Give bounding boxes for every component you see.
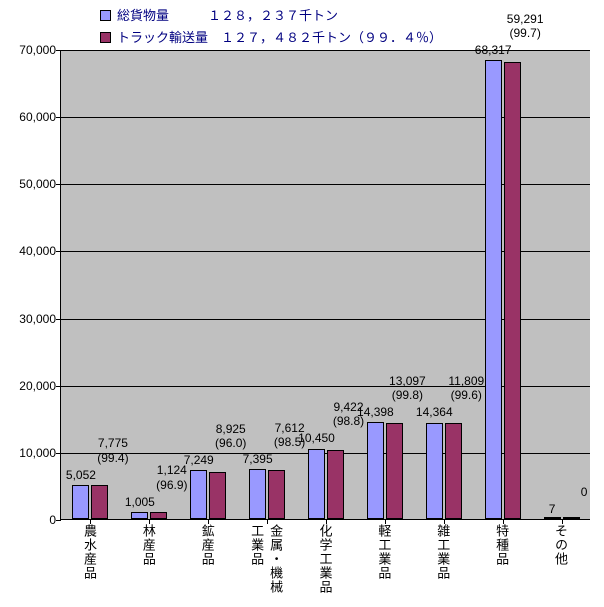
x-axis-label: その他: [551, 524, 570, 566]
y-tickmark: [56, 117, 61, 118]
x-axis-label: 農水産品: [80, 524, 99, 580]
bar-total: [426, 423, 443, 519]
bar-truck: [268, 470, 285, 519]
legend: 総貨物量 １２８，２３７千トン トラック輸送量 １２７，４８２千トン（９９．４％…: [100, 6, 442, 49]
bar-truck: [504, 62, 521, 519]
y-tick-label: 0: [6, 513, 56, 527]
y-tick-label: 10,000: [6, 446, 56, 460]
bar-total: [190, 470, 207, 519]
bar-total: [72, 485, 89, 519]
x-axis-label: 特種品: [492, 524, 511, 566]
value-label-total: 7: [549, 502, 556, 516]
value-label-truck: 7,775(99.4): [97, 436, 128, 465]
value-label-total: 7,395: [243, 452, 273, 466]
y-tickmark: [56, 386, 61, 387]
y-tick-label: 50,000: [6, 177, 56, 191]
chart-container: 総貨物量 １２８，２３７千トン トラック輸送量 １２７，４８２千トン（９９．４％…: [0, 0, 604, 607]
bar-total: [544, 517, 561, 519]
y-tickmark: [56, 50, 61, 51]
value-label-total: 68,317: [475, 43, 512, 57]
bar-total: [367, 422, 384, 519]
x-axis-labels: 農水産品 林産品 鉱産品 金属・機械工業品 化学工業品 軽工業品 雑工業品 特種品 その他: [60, 524, 590, 604]
legend-swatch-truck: [100, 32, 111, 43]
legend-label-total: 総貨物量 １２８，２３７千トン: [117, 6, 338, 26]
value-label-truck: 8,925(96.0): [215, 422, 246, 451]
y-tick-label: 70,000: [6, 43, 56, 57]
value-label-truck: 13,097(99.8): [389, 374, 426, 403]
y-tick-label: 30,000: [6, 312, 56, 326]
legend-item-total: 総貨物量 １２８，２３７千トン: [100, 6, 442, 26]
y-tickmark: [56, 319, 61, 320]
legend-item-truck: トラック輸送量 １２７，４８２千トン（９９．４％）: [100, 28, 442, 48]
y-tickmark: [56, 520, 61, 521]
value-label-total: 5,052: [66, 468, 96, 482]
y-tick-label: 60,000: [6, 110, 56, 124]
y-tickmark: [56, 184, 61, 185]
y-tickmark: [56, 453, 61, 454]
value-label-total: 14,398: [357, 405, 394, 419]
bar-total: [131, 512, 148, 519]
bar-truck: [327, 450, 344, 519]
x-axis-label: 雑工業品: [433, 524, 452, 580]
y-tickmark: [56, 251, 61, 252]
bar-truck: [150, 512, 167, 519]
y-tick-label: 40,000: [6, 244, 56, 258]
bar-truck: [563, 517, 580, 519]
value-label-total: 1,005: [125, 495, 155, 509]
bar-truck: [445, 423, 462, 519]
legend-label-truck: トラック輸送量 １２７，４８２千トン（９９．４％）: [117, 28, 442, 48]
bar-total: [485, 60, 502, 519]
bar-truck: [386, 423, 403, 519]
value-label-truck: 1,124(96.9): [156, 463, 187, 492]
value-label-total: 10,450: [298, 431, 335, 445]
value-label-truck: 59,291(99.7): [507, 12, 544, 41]
x-axis-label: 化学工業品: [316, 524, 335, 594]
legend-swatch-total: [100, 10, 111, 21]
y-tick-label: 20,000: [6, 379, 56, 393]
bar-total: [308, 449, 325, 519]
x-axis-label: 鉱産品: [198, 524, 217, 566]
x-axis-label: 林産品: [139, 524, 158, 566]
value-label-total: 14,364: [416, 405, 453, 419]
bar-total: [249, 469, 266, 519]
value-label-truck: 11,809(99.6): [448, 374, 484, 403]
bar-truck: [209, 472, 226, 519]
plot-area: 5,0527,775(99.4) 1,0051,124(96.9)7,2498,9…: [60, 50, 590, 520]
bar-truck: [91, 485, 108, 519]
x-axis-label: 金属・機械工業品: [247, 524, 285, 604]
value-label-truck: 0: [581, 485, 588, 499]
x-axis-label: 軽工業品: [374, 524, 393, 580]
value-label-total: 7,249: [184, 453, 214, 467]
